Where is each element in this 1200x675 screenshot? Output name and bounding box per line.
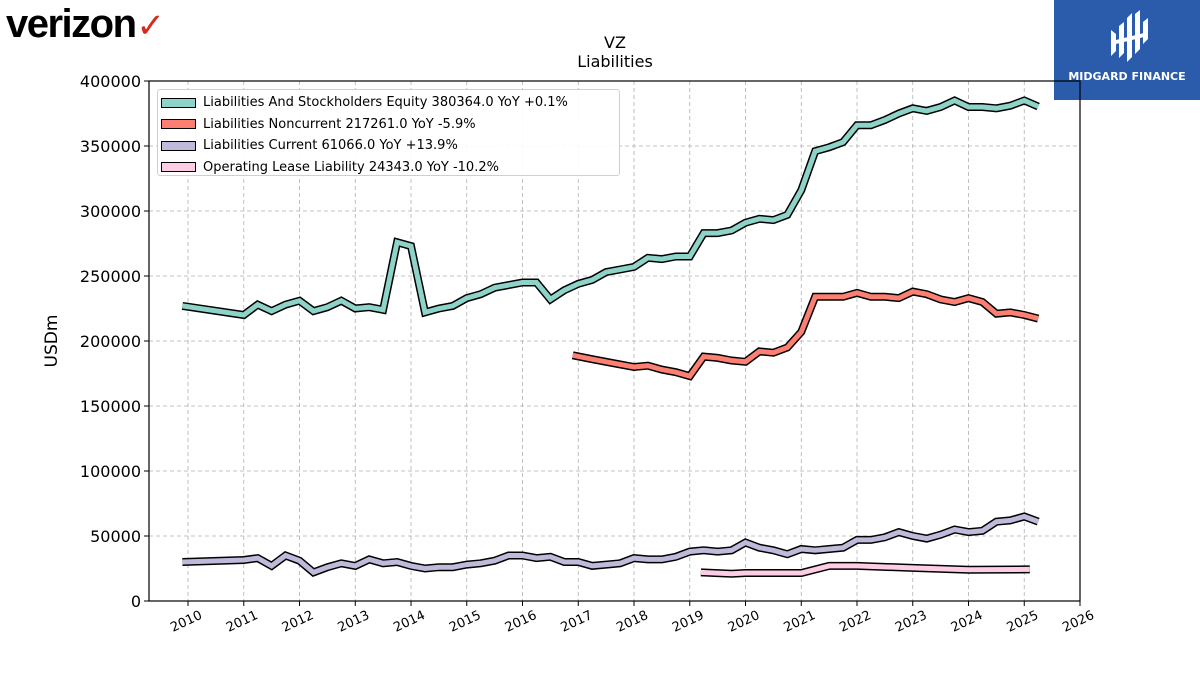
x-tick-label: 2016 bbox=[503, 608, 539, 636]
y-tick-label: 350000 bbox=[80, 137, 141, 156]
y-tick-label: 300000 bbox=[80, 202, 141, 221]
series-path bbox=[572, 288, 1039, 379]
brand-name: verizon bbox=[6, 2, 137, 46]
y-tick-label: 250000 bbox=[80, 267, 141, 286]
x-tick-label: 2025 bbox=[1005, 608, 1041, 636]
brand-check-icon: ✓ bbox=[136, 7, 166, 45]
legend-item: Liabilities Noncurrent 217261.0 YoY -5.9… bbox=[161, 114, 619, 136]
y-tick-label: 200000 bbox=[80, 332, 141, 351]
x-tick-label: 2023 bbox=[893, 608, 929, 636]
y-axis-label: USDm bbox=[42, 315, 62, 368]
x-tick-label: 2010 bbox=[168, 608, 204, 636]
partner-name: MIDGARD FINANCE bbox=[1068, 70, 1186, 83]
x-tick-label: 2015 bbox=[447, 608, 483, 636]
x-tick-label: 2022 bbox=[837, 608, 873, 636]
series-line-3 bbox=[700, 561, 1030, 578]
legend-label: Liabilities Current 61066.0 YoY +13.9% bbox=[203, 138, 458, 154]
legend-swatch bbox=[161, 162, 196, 173]
midgard-emblem-icon bbox=[1111, 10, 1148, 62]
x-tick-label: 2020 bbox=[726, 608, 762, 636]
x-tick-label: 2026 bbox=[1060, 608, 1096, 636]
legend-item: Liabilities Current 61066.0 YoY +13.9% bbox=[161, 135, 619, 157]
series-line-0 bbox=[181, 96, 1040, 320]
series-line-2 bbox=[182, 512, 1040, 577]
y-tick-label: 150000 bbox=[80, 397, 141, 416]
x-tick-label: 2012 bbox=[280, 608, 316, 636]
legend: Liabilities And Stockholders Equity 3803… bbox=[157, 89, 620, 176]
legend-item: Liabilities And Stockholders Equity 3803… bbox=[161, 92, 619, 114]
x-tick-label: 2014 bbox=[391, 608, 427, 636]
series-path bbox=[700, 563, 1030, 577]
y-tick-label: 100000 bbox=[80, 462, 141, 481]
midgard-finance-logo: MIDGARD FINANCE bbox=[1054, 0, 1200, 100]
x-tick-label: 2011 bbox=[224, 608, 260, 636]
legend-swatch bbox=[161, 97, 196, 108]
x-tick-label: 2017 bbox=[559, 608, 595, 636]
x-tick-label: 2013 bbox=[336, 608, 372, 636]
y-tick-label: 0 bbox=[131, 592, 141, 611]
legend-label: Operating Lease Liability 24343.0 YoY -1… bbox=[203, 159, 499, 175]
legend-label: Liabilities Noncurrent 217261.0 YoY -5.9… bbox=[203, 116, 476, 132]
legend-swatch bbox=[161, 119, 196, 130]
x-tick-label: 2019 bbox=[670, 608, 706, 636]
chart-subtitle: Liabilities bbox=[577, 52, 653, 71]
x-tick-label: 2021 bbox=[782, 608, 818, 636]
verizon-logo: verizon✓ bbox=[6, 2, 166, 47]
series-line-1 bbox=[571, 287, 1040, 381]
x-tick-label: 2024 bbox=[949, 608, 985, 636]
series-path bbox=[182, 513, 1040, 576]
chart-title: VZ bbox=[604, 33, 626, 52]
legend-label: Liabilities And Stockholders Equity 3803… bbox=[203, 95, 568, 111]
y-tick-label: 400000 bbox=[80, 72, 141, 91]
series-path bbox=[182, 97, 1040, 318]
x-tick-label: 2018 bbox=[614, 608, 650, 636]
series-layer bbox=[181, 96, 1040, 578]
legend-swatch bbox=[161, 140, 196, 151]
legend-item: Operating Lease Liability 24343.0 YoY -1… bbox=[161, 157, 619, 179]
y-tick-label: 50000 bbox=[90, 527, 141, 546]
